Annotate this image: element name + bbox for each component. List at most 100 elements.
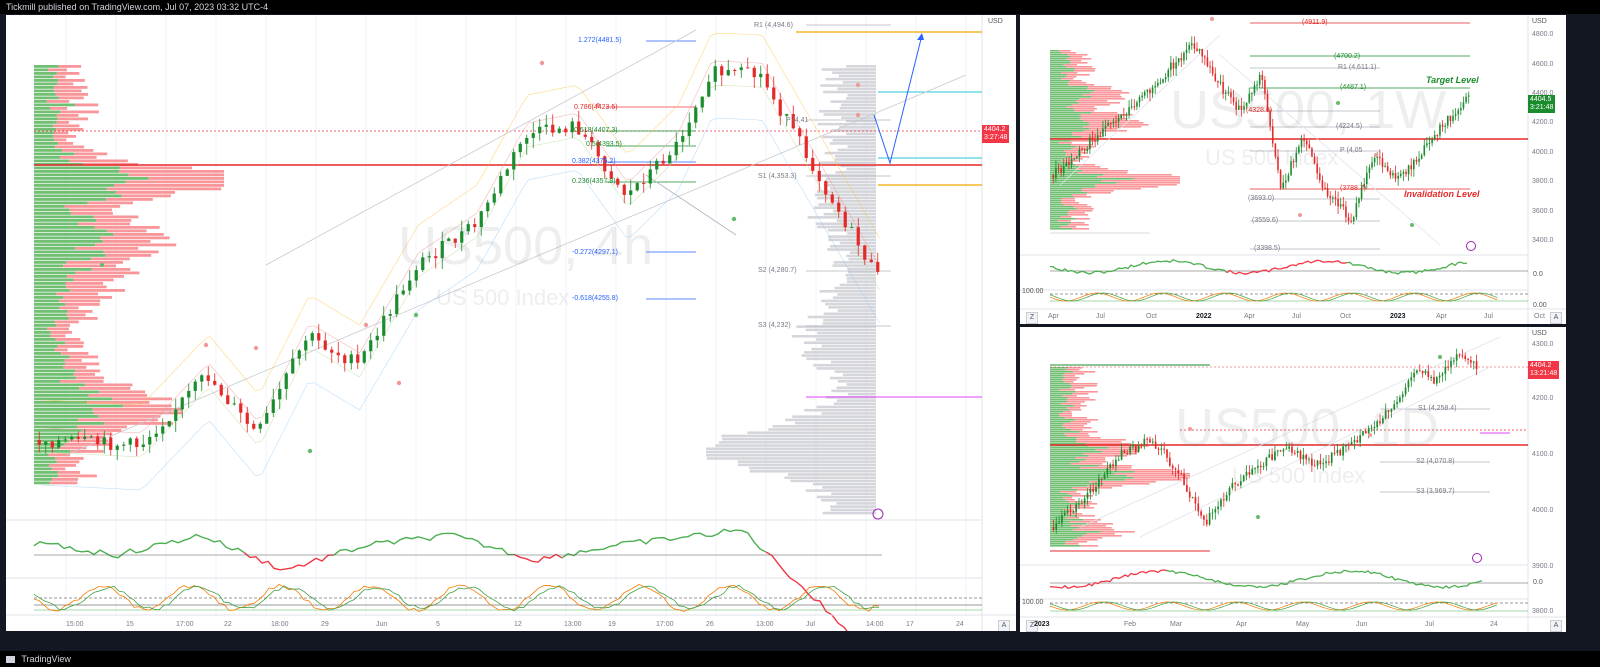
volume-bar-down bbox=[1079, 431, 1098, 433]
chart-1w-svg[interactable] bbox=[1020, 15, 1566, 324]
volume-bar-up bbox=[34, 89, 54, 93]
volume-bar-down bbox=[1072, 134, 1100, 136]
volume-bar-up bbox=[34, 411, 94, 415]
chart-1w-panel[interactable]: US500, 1W US 500 Index USD 4800.04600.04… bbox=[1020, 15, 1566, 324]
volume-bar-down bbox=[1083, 519, 1101, 521]
candle-body bbox=[1363, 184, 1365, 188]
volume-bar-down bbox=[1068, 397, 1090, 399]
volume-bar-down bbox=[1069, 521, 1098, 523]
volume-bar-up bbox=[1050, 477, 1134, 479]
zoom-button[interactable]: Z bbox=[1026, 620, 1038, 632]
volume-bar-down bbox=[1095, 186, 1159, 188]
volume-bar-up bbox=[1050, 447, 1109, 449]
candle-body bbox=[213, 380, 217, 385]
y-axis-tick: 4200.0 bbox=[1532, 119, 1554, 126]
x-axis-label: Apr bbox=[1244, 313, 1255, 320]
candle-body bbox=[1421, 370, 1424, 374]
volume-bar-up bbox=[1050, 523, 1090, 525]
volume-bar-up bbox=[34, 303, 66, 306]
volume-bar-down bbox=[56, 460, 80, 464]
volume-bar-up bbox=[1050, 198, 1062, 200]
volume-bar-down bbox=[79, 387, 131, 390]
publish-header: Tickmill published on TradingView.com, J… bbox=[0, 0, 1600, 14]
candle-body bbox=[1206, 57, 1209, 67]
volume-bar-up bbox=[34, 383, 85, 387]
candle-body bbox=[1431, 138, 1433, 144]
candle-body bbox=[1441, 373, 1444, 376]
level-label: 0.618(4407.3) bbox=[574, 127, 618, 134]
candle-body bbox=[1086, 492, 1089, 499]
candle-body bbox=[1174, 468, 1177, 470]
volume-bar-up bbox=[1050, 212, 1068, 214]
volume-bar-down bbox=[58, 79, 85, 82]
volume-bar-down bbox=[1079, 461, 1107, 463]
chart-1d-panel[interactable]: US500, 1D US 500 Index USD 4300.04200.04… bbox=[1020, 327, 1566, 632]
volume-bar-down bbox=[1063, 64, 1078, 66]
volume-bar-up bbox=[34, 359, 65, 362]
volume-bar-down bbox=[95, 219, 132, 222]
candle-body bbox=[1166, 449, 1168, 458]
volume-bar bbox=[842, 81, 876, 84]
volume-bar-down bbox=[1081, 136, 1102, 138]
volume-bar-up bbox=[1050, 425, 1062, 427]
candle-body bbox=[343, 355, 347, 364]
candle-body bbox=[1405, 171, 1407, 175]
volume-bar-down bbox=[48, 453, 71, 457]
candle-body bbox=[330, 349, 334, 353]
candle-body bbox=[1407, 165, 1410, 175]
volume-bar-down bbox=[56, 292, 99, 296]
volume-bar bbox=[737, 463, 876, 467]
chart-4h-svg[interactable] bbox=[6, 15, 1016, 631]
candle-body bbox=[1162, 79, 1164, 83]
volume-bar-up bbox=[1050, 164, 1076, 166]
volume-bar-down bbox=[1091, 96, 1122, 98]
candle-body bbox=[1367, 427, 1370, 434]
volume-bar-up bbox=[1050, 214, 1069, 216]
volume-bar-up bbox=[1050, 439, 1077, 441]
candle-body bbox=[1109, 122, 1112, 124]
auto-scale-button[interactable]: A bbox=[1550, 620, 1562, 632]
y-axis-tick: 4200.0 bbox=[1532, 395, 1554, 402]
candle-body bbox=[1453, 360, 1455, 362]
volume-bar bbox=[816, 495, 876, 499]
volume-bar-up bbox=[1050, 521, 1070, 523]
volume-bar-up bbox=[1050, 453, 1084, 455]
candle-body bbox=[1379, 156, 1381, 159]
volume-bar-down bbox=[1072, 487, 1113, 489]
volume-bar-up bbox=[1050, 493, 1069, 495]
auto-scale-button[interactable]: A bbox=[998, 620, 1010, 631]
zoom-button[interactable]: Z bbox=[1026, 312, 1038, 324]
candle-body bbox=[1232, 97, 1235, 102]
candle-body bbox=[1137, 444, 1140, 452]
candle-body bbox=[1057, 167, 1060, 169]
level-label: P (4,41 bbox=[786, 117, 809, 124]
volume-bar-down bbox=[1068, 84, 1095, 86]
auto-scale-button[interactable]: A bbox=[1550, 312, 1562, 324]
candle-body bbox=[1359, 435, 1361, 443]
candle-body bbox=[1171, 465, 1174, 469]
volume-bar-up bbox=[1050, 405, 1074, 407]
candle-body bbox=[1460, 108, 1462, 111]
candle-body bbox=[1366, 172, 1368, 185]
volume-bar bbox=[816, 405, 876, 409]
volume-bar-up bbox=[34, 306, 60, 310]
candle-body bbox=[375, 335, 379, 341]
volume-bar bbox=[715, 444, 876, 447]
candle-body bbox=[1117, 118, 1120, 122]
volume-bar-up bbox=[1050, 459, 1086, 461]
candle-body bbox=[1290, 161, 1292, 176]
price-tag: 4404.5 3:21:48 bbox=[1528, 95, 1556, 113]
candle-body bbox=[1277, 156, 1279, 171]
volume-bar bbox=[817, 331, 876, 335]
volume-bar-down bbox=[56, 324, 70, 327]
x-axis-label: Oct bbox=[1340, 313, 1351, 320]
x-axis-label: 26 bbox=[706, 621, 714, 628]
candle-body bbox=[1120, 450, 1123, 460]
chart-1d-svg[interactable] bbox=[1020, 327, 1566, 632]
chart-4h-panel[interactable]: US500, 4h US 500 Index USD 1.272(4481.5)… bbox=[6, 15, 1016, 631]
volume-bar-up bbox=[1050, 401, 1067, 403]
volume-bar-down bbox=[1072, 104, 1110, 106]
volume-bar-down bbox=[78, 222, 131, 226]
volume-bar-down bbox=[1108, 447, 1143, 449]
volume-bar-up bbox=[1050, 116, 1082, 118]
